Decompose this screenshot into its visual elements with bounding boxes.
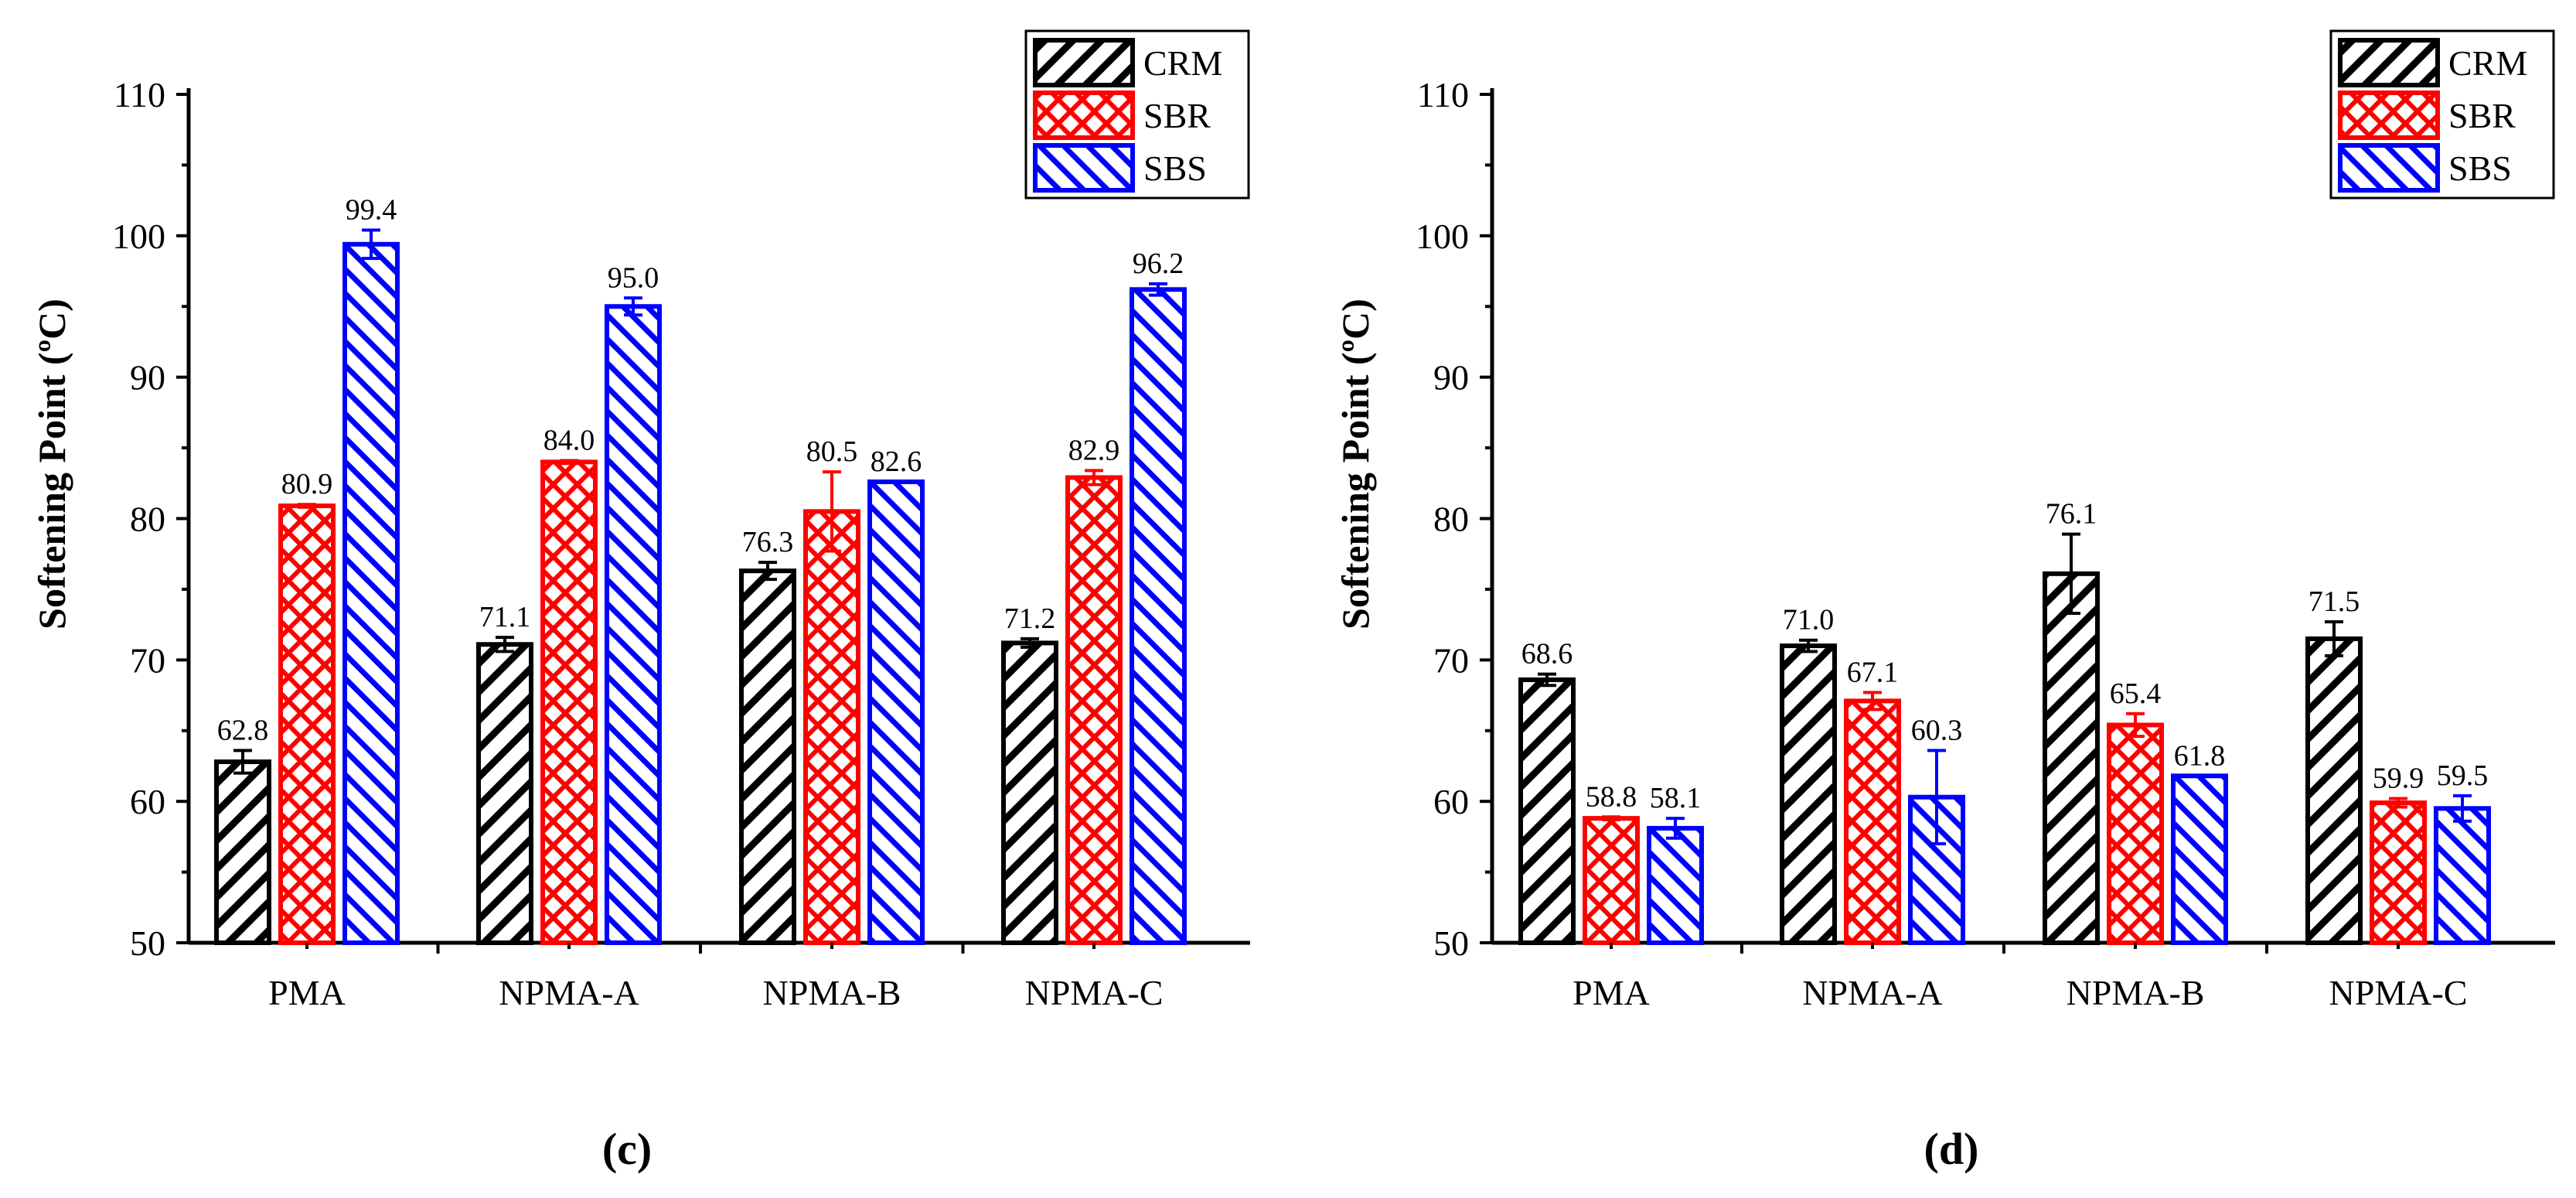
data-label: 76.3 [742, 526, 794, 558]
data-label: 67.1 [1847, 656, 1899, 688]
data-label: 58.8 [1586, 780, 1637, 813]
bar-crm [2043, 571, 2100, 945]
legend-swatch-sbr [2338, 90, 2440, 140]
y-tick-label: 70 [130, 640, 165, 680]
y-tick-label: 80 [130, 500, 165, 539]
x-tick-label: PMA [268, 973, 346, 1012]
bar-sbs [2434, 806, 2491, 946]
data-label: 59.5 [2437, 759, 2489, 792]
data-label: 95.0 [608, 261, 659, 294]
bar-crm [1001, 640, 1058, 945]
y-tick-label: 100 [1416, 217, 1469, 256]
data-label: 60.3 [1911, 714, 1963, 746]
data-label: 59.9 [2373, 763, 2424, 795]
bar-sbs [2171, 773, 2228, 945]
bar-sbs [1647, 825, 1704, 946]
bar-crm [214, 759, 271, 945]
y-axis-label: Softening Point (ºC) [1334, 299, 1377, 630]
data-label: 71.0 [1783, 604, 1835, 637]
bar-sbr [803, 509, 860, 945]
legend-swatch-crm [1033, 38, 1135, 87]
y-tick-label: 110 [1417, 75, 1469, 114]
panel-label: (d) [1924, 1124, 1979, 1174]
y-tick-label: 80 [1433, 500, 1469, 539]
data-label: 68.6 [1521, 638, 1573, 671]
panel-d: Softening Point (ºC) 50 60 70 80 90 100 110 68… [1334, 29, 2555, 1174]
legend-swatch-sbs [2338, 143, 2440, 193]
legend-label: SBS [1143, 148, 1207, 188]
data-label: 65.4 [2110, 678, 2162, 710]
y-tick-label: 90 [1433, 358, 1469, 398]
bar-sbr [540, 459, 598, 945]
y-tick-label: 70 [1433, 640, 1469, 680]
data-label: 80.5 [806, 435, 858, 468]
bar-sbr [2107, 722, 2164, 945]
legend-label: CRM [1143, 43, 1222, 83]
bar-sbr [1844, 698, 1901, 945]
data-label: 58.1 [1650, 782, 1702, 814]
y-tick-label: 100 [112, 217, 165, 256]
legend-swatch-sbs [1033, 143, 1135, 193]
data-label: 82.6 [871, 445, 922, 478]
panel-c: Softening Point (ºC) 50 60 70 80 90 100 110 62… [30, 29, 1250, 1174]
bar-crm [1780, 643, 1837, 945]
bar-sbr [1583, 816, 1640, 946]
x-tick-label: NPMA-C [1025, 973, 1164, 1012]
bar-sbr [2370, 800, 2427, 945]
legend: CRM SBR SBS [2329, 29, 2555, 200]
x-tick-label: PMA [1573, 973, 1650, 1012]
x-tick-label: NPMA-A [499, 973, 639, 1012]
y-tick-label: 50 [1433, 923, 1469, 963]
legend-swatch-crm [2338, 38, 2440, 87]
y-tick-label: 90 [130, 358, 165, 398]
bar-sbs [1130, 287, 1187, 945]
x-tick-label: NPMA-B [2067, 973, 2205, 1012]
bar-crm [2305, 636, 2363, 945]
bar-crm [1518, 677, 1576, 945]
legend-label: CRM [2448, 43, 2527, 83]
data-label: 82.9 [1068, 434, 1120, 466]
data-label: 84.0 [543, 425, 595, 457]
data-label: 62.8 [217, 714, 269, 746]
data-label: 76.1 [2046, 498, 2097, 531]
y-tick-label: 110 [114, 75, 165, 114]
bar-sbs [605, 304, 662, 945]
legend-label: SBS [2448, 148, 2512, 188]
data-label: 80.9 [281, 468, 333, 500]
bar-sbs [867, 479, 925, 945]
legend-label: SBR [2448, 96, 2516, 135]
data-label: 71.5 [2309, 585, 2360, 618]
bar-sbr [278, 503, 336, 945]
y-axis-label: Softening Point (ºC) [30, 299, 73, 630]
y-tick-label: 60 [1433, 782, 1469, 821]
legend: CRM SBR SBS [1024, 29, 1250, 200]
panel-label: (c) [602, 1124, 652, 1174]
bar-sbr [1065, 475, 1123, 945]
legend-label: SBR [1143, 96, 1211, 135]
x-tick-label: NPMA-B [763, 973, 901, 1012]
data-label: 99.4 [346, 194, 397, 227]
bar-crm [739, 568, 796, 945]
bar-crm [476, 642, 533, 945]
data-label: 96.2 [1133, 247, 1184, 280]
legend-swatch-sbr [1033, 90, 1135, 140]
y-tick-label: 60 [130, 782, 165, 821]
y-tick-label: 50 [130, 923, 165, 963]
bar-sbs [342, 241, 400, 945]
data-label: 71.1 [479, 601, 531, 633]
data-label: 61.8 [2174, 739, 2226, 772]
data-label: 71.2 [1004, 602, 1056, 635]
x-tick-label: NPMA-A [1802, 973, 1942, 1012]
x-tick-label: NPMA-C [2329, 973, 2468, 1012]
